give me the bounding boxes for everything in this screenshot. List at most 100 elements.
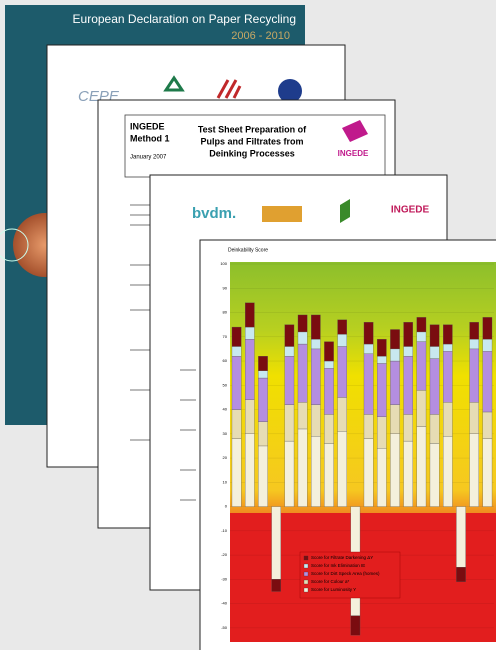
bar-segment [377,339,387,357]
bar-segment [482,339,493,352]
bar-segment [284,356,295,405]
bar-segment [456,506,466,568]
bar-segment [284,440,295,507]
bar-segment [297,428,308,507]
bar-segment [271,506,281,580]
bar-segment [297,331,308,345]
bar-segment [482,411,493,439]
bar-segment [311,314,321,340]
bar-segment [311,436,321,507]
bar-segment [311,339,321,350]
method: Method 1 [130,133,170,143]
logo-icon [216,79,242,99]
bar-segment [443,324,453,345]
bar-segment [297,402,308,430]
bar-segment [337,334,347,347]
legend-label: Score for Colour a* [311,579,350,584]
y-tick-label: 20 [223,455,228,460]
y-tick-label: 100 [220,261,227,266]
legend-swatch [303,587,309,593]
bar-segment [324,414,334,444]
legend-label: Score for Ink Elimination IE [311,563,365,568]
bar-segment [258,421,268,447]
bar-segment [350,615,361,636]
bar-segment [337,397,347,432]
bar-segment [390,329,400,350]
sheet-title: Deinking Processes [209,148,295,158]
logo-icon [340,199,350,223]
bar-segment [258,370,268,379]
bar-segment [297,314,308,333]
bar-segment [429,414,440,444]
legend-swatch [303,563,309,569]
bar-segment [284,346,295,357]
bar-segment [403,356,413,415]
logo-text: INGEDE [338,149,369,158]
bar-segment [258,445,268,507]
bar-segment [245,399,255,434]
bar-segment [377,448,387,507]
sheet-title: Pulps and Filtrates from [200,136,303,146]
bar-segment [469,339,479,350]
bar-segment [443,402,453,437]
y-tick-label: 0 [225,504,228,509]
bar-segment [258,356,268,371]
y-tick-label: 40 [223,407,228,412]
y-tick-label: 30 [223,431,228,436]
logo-icon [262,206,302,222]
bar-segment [482,351,493,413]
cover-years: 2006 - 2010 [231,30,290,42]
bar-segment [363,438,374,507]
bar-segment [311,348,321,405]
y-tick-label: -20 [221,552,228,557]
bar-segment [324,443,334,507]
bar-segment [231,346,242,357]
bar-segment [403,414,413,442]
bar-segment [337,431,347,507]
bar-segment [429,358,440,415]
chart-title: Deinkability Score [228,247,268,253]
bar-segment [231,356,242,410]
logo-icon [342,120,368,142]
y-tick-label: 90 [223,285,228,290]
bar-segment [377,356,387,364]
bar-segment [231,326,242,347]
bar-segment [443,436,453,507]
bar-segment [390,348,400,362]
legend-swatch [303,571,309,577]
legend-box [299,551,401,599]
y-tick-label: 50 [223,382,228,387]
bar-segment [258,377,268,422]
bar-segment [390,404,400,434]
body-text [130,204,150,441]
bar-segment [311,404,321,437]
bar-segment [245,326,255,340]
bar-segment [377,416,387,449]
y-tick-label: 70 [223,334,228,339]
bar-segment [416,341,427,391]
bar-segment [363,322,374,345]
logo-icon [163,75,185,92]
bar-segment [390,433,400,507]
bar-segment [245,339,255,400]
bar-segment [245,433,255,507]
legend-label: Score for Luminosity Y [311,587,356,592]
logo-text: INGEDE [391,205,430,216]
bar-segment [403,440,413,507]
bar-segment [443,343,453,352]
bar-segment [324,368,334,415]
bar-segment [363,353,374,415]
bar-segment [271,579,281,592]
bar-segment [469,348,479,403]
bar-segment [337,319,347,335]
bar-segment [469,433,479,507]
logo-icon [278,79,302,103]
date: January 2007 [130,155,167,161]
legend-swatch [303,579,309,585]
legend-swatch [303,555,309,561]
bar-segment [377,363,387,417]
bar-segment [469,322,479,340]
bar-segment [390,360,400,405]
